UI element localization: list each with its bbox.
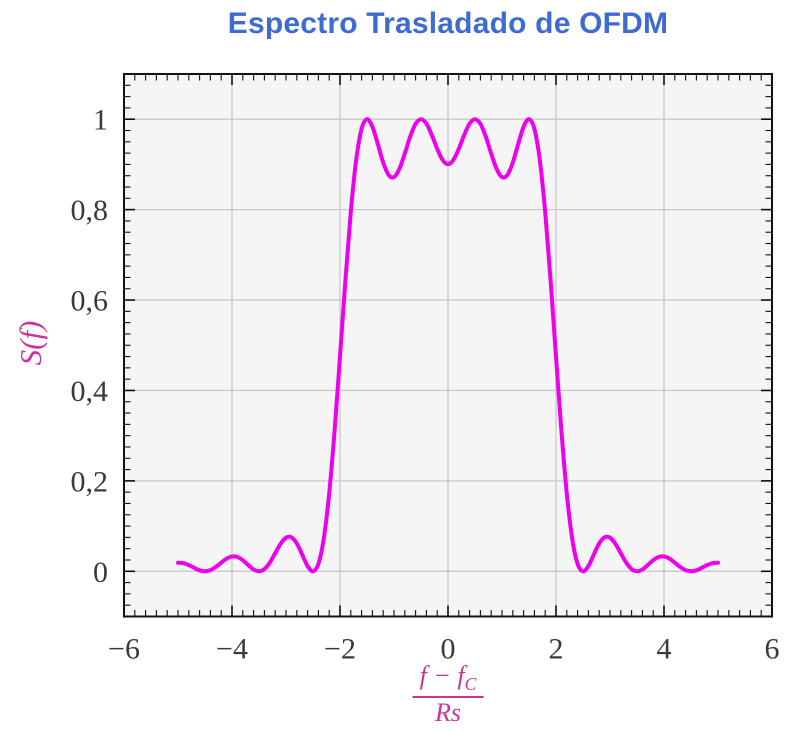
grid-lines — [124, 74, 772, 617]
x-tick-labels: −6 −4 −2 0 2 4 6 — [108, 633, 779, 666]
x-tick-label: −4 — [216, 633, 248, 666]
x-label-numerator-text: f − f — [419, 661, 465, 690]
y-tick-label: 0,8 — [71, 194, 109, 227]
x-label-numerator-subscript: C — [464, 674, 477, 695]
x-tick-label: 2 — [549, 633, 564, 666]
x-tick-label: −2 — [324, 633, 356, 666]
x-tick-label: 0 — [441, 633, 456, 666]
y-tick-label: 0,4 — [71, 375, 109, 408]
minor-ticks — [124, 74, 772, 617]
major-ticks — [124, 74, 772, 617]
plot-frame — [123, 73, 773, 618]
x-tick-label: 4 — [657, 633, 672, 666]
y-tick-labels: 0 0,2 0,4 0,6 0,8 1 — [71, 104, 109, 589]
x-label-numerator: f − fC — [412, 661, 484, 698]
x-axis-label: f − fC Rs — [412, 661, 484, 727]
y-tick-label: 0 — [93, 556, 108, 589]
y-tick-label: 0,6 — [71, 285, 109, 318]
y-tick-label: 1 — [93, 104, 108, 137]
x-label-denominator: Rs — [434, 697, 461, 727]
x-tick-label: −6 — [108, 633, 140, 666]
y-tick-label: 0,2 — [71, 465, 109, 498]
x-tick-label: 6 — [765, 633, 780, 666]
chart-title: Espectro Trasladado de OFDM — [227, 7, 669, 40]
spectrum-curve — [176, 117, 720, 574]
